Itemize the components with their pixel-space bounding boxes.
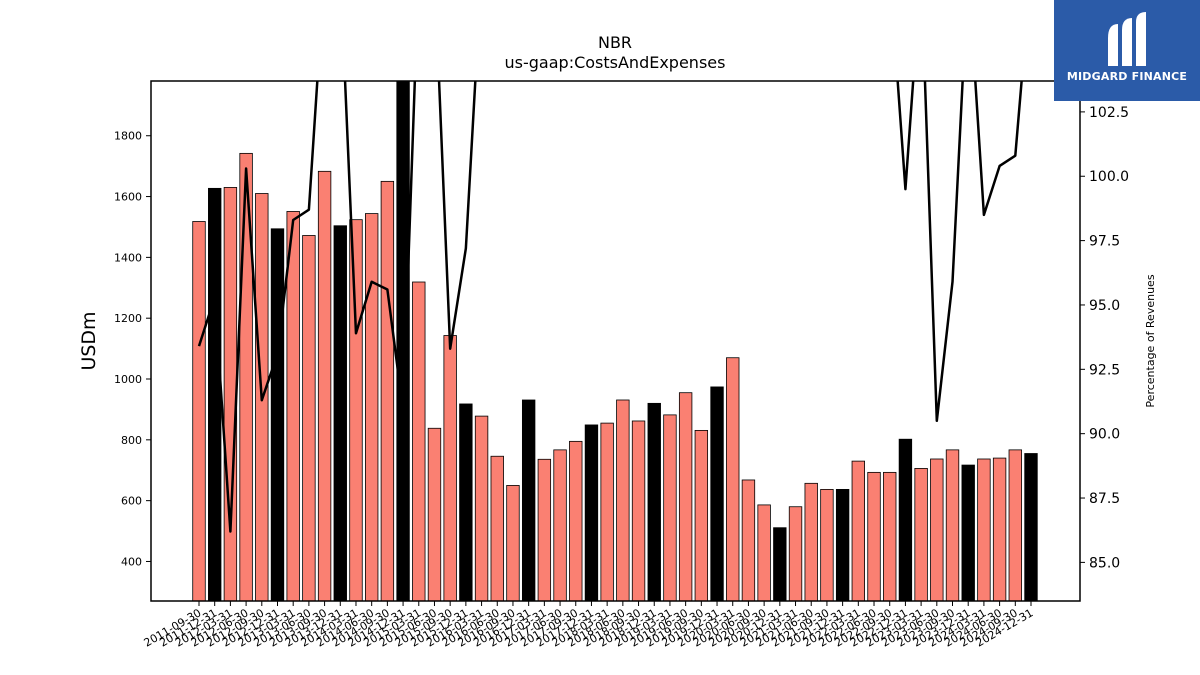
y-tick-label: 600 [121,495,142,508]
y-tick-label: 800 [121,434,142,447]
bar-2023-12-31 [961,464,975,602]
y-tick-label: 1000 [114,373,142,386]
bar-2017-09-30 [569,440,583,602]
bar-2023-09-30 [945,449,960,602]
logo-text: MIDGARD FINANCE [1066,70,1188,83]
bar-2011-09-30 [192,221,206,602]
bar-2016-06-30 [490,455,504,602]
bar-2017-12-31 [584,424,599,602]
bar-2019-03-31 [663,414,677,602]
bar-2024-06-30 [992,457,1007,602]
y2-axis-label: Percentage of Revenues [1144,274,1157,407]
bar-2019-12-31 [710,386,724,602]
y2-tick-label: 100.0 [1089,169,1129,185]
bar-2022-09-30 [883,471,897,602]
y-axis-label: USDm [78,311,100,370]
y2-tick-label: 85.0 [1089,555,1120,571]
bar-2014-09-30 [380,180,395,602]
bar-2022-12-31 [898,438,913,602]
chart-title: NBR [598,33,632,52]
y-tick-label: 1600 [114,191,142,204]
y-tick-label: 1200 [114,312,142,325]
bar-2018-06-30 [616,399,630,602]
y-axis-ticks: 400 600 800 1000 1200 1400 1600 1800 [114,130,151,568]
bar-2021-09-30 [820,488,834,602]
logo-mark-icon [1108,12,1146,66]
bar-2013-12-31 [333,225,347,602]
bar-2016-09-30 [506,485,520,602]
y-tick-label: 1800 [114,130,142,143]
bar-2023-03-31 [914,468,928,602]
bar-2020-03-31 [726,357,740,602]
y-tick-label: 1400 [114,251,142,264]
bar-2018-03-31 [600,422,614,602]
bar-2016-12-31 [521,399,536,602]
bar-2011-12-31 [208,187,222,602]
bar-2024-03-31 [977,458,991,602]
bar-2013-09-30 [317,170,332,602]
bar-2021-12-31 [835,488,850,602]
bar-2012-12-31 [270,228,285,602]
bar-2024-12-31 [1024,453,1038,602]
bar-2018-09-30 [631,420,646,602]
y-tick-label: 400 [121,555,142,568]
y2-tick-label: 87.5 [1089,491,1120,507]
x-axis-ticks: 2011-09-302011-12-312012-03-312012-06-30… [142,601,1036,650]
bar-2022-06-30 [867,471,881,602]
bar-2015-09-30 [443,335,457,602]
y2-tick-label: 97.5 [1089,234,1120,250]
bar-2021-06-30 [804,482,818,602]
bar-2019-06-30 [678,392,693,602]
y2-tick-label: 92.5 [1089,362,1120,378]
bar-2015-12-31 [459,403,473,602]
bar-2014-12-31 [396,80,410,602]
bar-2021-03-31 [788,506,803,602]
bar-2017-03-31 [537,458,552,602]
bar-2015-06-30 [427,427,442,602]
bar-2015-03-31 [412,281,426,602]
bar-2024-09-30 [1008,449,1022,602]
bar-2020-06-30 [741,479,756,602]
bar-2012-03-31 [223,187,238,602]
bar-2013-06-30 [302,235,316,602]
bar-2014-03-31 [349,219,363,602]
bar-2019-09-30 [694,429,709,602]
bar-2017-06-30 [553,449,567,602]
bar-2018-12-31 [647,402,661,602]
bar-2020-12-31 [773,527,787,602]
brand-logo: MIDGARD FINANCE [1054,0,1200,101]
bars-group [192,80,1038,602]
y2-axis-ticks: 85.0 87.5 90.0 92.5 95.0 97.5 100.0 102.5 [1080,105,1129,571]
bar-2020-09-30 [757,504,771,602]
bar-2014-06-30 [364,213,379,602]
y2-tick-label: 90.0 [1089,427,1120,443]
bar-2023-06-30 [930,458,944,602]
y2-tick-label: 95.0 [1089,298,1120,314]
bar-2022-03-31 [851,460,865,602]
plot-frame [150,80,1081,602]
chart-subtitle: us-gaap:CostsAndExpenses [505,53,726,72]
bar-2016-03-31 [474,415,489,602]
y2-tick-label: 102.5 [1089,105,1129,121]
bar-2013-03-31 [286,211,300,602]
